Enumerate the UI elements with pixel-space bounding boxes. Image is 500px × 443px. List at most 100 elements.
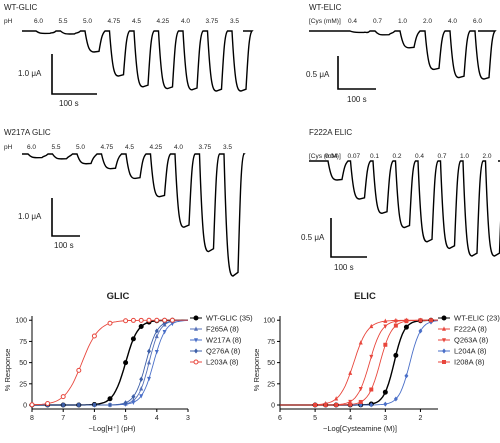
y-axis-label: % Response: [252, 349, 261, 392]
concentration-label: 4.75: [101, 144, 114, 151]
legend-label: F222A (8): [454, 325, 487, 334]
concentration-label: 0.7: [373, 18, 382, 25]
y-tick-label: 0: [271, 403, 275, 410]
data-point: [60, 394, 66, 400]
row-label: pH: [4, 144, 13, 151]
data-point: [154, 328, 159, 334]
data-point: [76, 367, 82, 373]
x-tick-label: 4: [348, 415, 352, 422]
x-axis-label: −Log[H⁺] (pH): [88, 424, 136, 433]
concentration-label: 5.5: [52, 144, 61, 151]
concentration-label: 4.25: [150, 144, 163, 151]
concentration-label: 0.1: [370, 153, 379, 160]
fit-curve: [280, 319, 438, 406]
x-axis-label: −Log[Cysteamine (M)]: [323, 424, 397, 433]
data-point: [418, 318, 423, 323]
x-tick-label: 6: [278, 415, 282, 422]
data-points: [29, 317, 175, 408]
data-point: [393, 396, 398, 402]
data-point: [348, 399, 353, 405]
legend-label: F265A (8): [206, 325, 239, 334]
data-point: [138, 323, 144, 329]
legend-label: Q263A (8): [454, 336, 489, 345]
concentration-label: 0.4: [415, 153, 424, 160]
dose-response-chart-elic: ELIC % Response −Log[Cysteamine (M)] 025…: [252, 291, 500, 433]
trace-panel-w217a-glic: W217A GLIC pH 6.0 5.5 5.0 4.75 4.5 4.25 4.0 3.7…: [4, 128, 246, 277]
concentration-label: 3.75: [199, 144, 212, 151]
data-point: [92, 402, 97, 408]
data-point: [358, 399, 363, 404]
data-point: [123, 360, 129, 366]
data-point: [147, 360, 151, 365]
data-point: [369, 354, 374, 360]
scale-y-label: 1.0 μA: [18, 212, 42, 221]
data-point: [418, 328, 423, 334]
panel-title: WT-GLIC: [4, 3, 38, 12]
data-point: [170, 321, 175, 327]
data-point: [383, 342, 388, 347]
scale-x-label: 100 s: [347, 95, 367, 104]
data-points: [312, 317, 434, 408]
axes: 0 25 50 75 100 6 5 4 3 2: [263, 316, 438, 422]
concentration-labels: 0.04 0.07 0.1 0.2 0.4 0.7 1.0 2.0: [325, 153, 492, 160]
data-point: [131, 400, 136, 405]
data-point: [194, 326, 198, 331]
row-label: pH: [4, 18, 13, 25]
row-label: [Cys (mM)]: [309, 18, 341, 25]
data-point: [107, 396, 113, 402]
current-trace: [22, 30, 254, 92]
concentration-label: 6.0: [34, 18, 43, 25]
y-axis-label: % Response: [3, 349, 12, 392]
concentration-label: 4.0: [181, 18, 190, 25]
concentration-label: 3.75: [206, 18, 219, 25]
y-tick-label: 25: [267, 381, 275, 388]
x-tick-label: 5: [313, 415, 317, 422]
data-point: [404, 319, 409, 324]
y-tick-label: 75: [19, 339, 27, 346]
data-point: [404, 373, 409, 379]
axes: 0 25 50 75 100 8 7 6 5 4 3: [15, 316, 190, 422]
data-point: [393, 319, 398, 324]
chart-title: ELIC: [354, 291, 376, 302]
data-point: [403, 324, 409, 330]
concentration-label: 4.25: [157, 18, 170, 25]
y-tick-label: 100: [263, 318, 275, 325]
legend: WT-ELIC (23) F222A (8) Q263A (8) L204A (8) I…: [438, 314, 500, 367]
concentration-label: 4.0: [174, 144, 183, 151]
panel-title: W217A GLIC: [4, 128, 51, 137]
data-point: [383, 401, 388, 407]
x-tick-label: 2: [418, 415, 422, 422]
data-point: [131, 394, 136, 400]
data-point: [358, 387, 363, 392]
scale-bar: 0.5 μA 100 s: [301, 218, 367, 272]
legend-label: L203A (8): [206, 358, 239, 367]
data-point: [323, 402, 328, 407]
legend-label: WT-ELIC (23): [454, 314, 500, 323]
data-point: [369, 323, 374, 329]
data-point: [139, 376, 144, 382]
data-point: [154, 317, 160, 323]
data-point: [441, 315, 447, 321]
data-point: [147, 348, 151, 354]
data-point: [358, 340, 363, 345]
data-point: [334, 402, 339, 407]
scale-x-label: 100 s: [54, 241, 74, 250]
row-label: [Cys (mM)]: [309, 153, 341, 160]
data-point: [138, 317, 144, 323]
concentration-label: 5.0: [76, 144, 85, 151]
x-tick-label: 8: [30, 415, 34, 422]
x-tick-label: 5: [124, 415, 128, 422]
scale-y-label: 0.5 μA: [306, 70, 330, 79]
data-point: [193, 359, 199, 365]
y-tick-label: 50: [267, 360, 275, 367]
legend-label: I208A (8): [454, 358, 485, 367]
concentration-labels: 6.0 5.5 5.0 4.75 4.5 4.25 4.0 3.75 3.5: [34, 18, 239, 25]
scale-x-label: 100 s: [59, 99, 79, 108]
fit-curves: [280, 319, 439, 406]
data-point: [107, 320, 113, 326]
concentration-label: 0.4: [348, 18, 357, 25]
data-point: [91, 333, 97, 339]
y-tick-label: 75: [267, 339, 275, 346]
legend: WT-GLIC (35) F265A (8) W217A (8) Q276A (8) L…: [190, 314, 253, 367]
